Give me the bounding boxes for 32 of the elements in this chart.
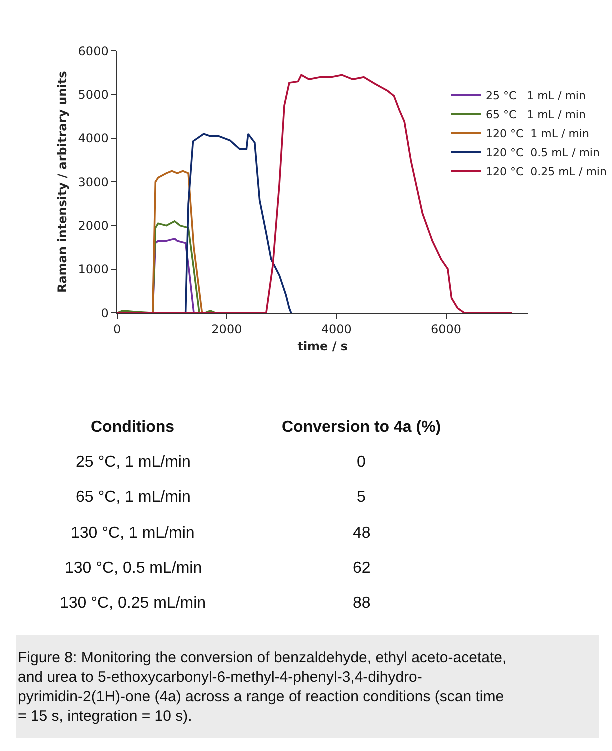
x-tick-label: 6000 <box>431 322 462 337</box>
text: Conditions <box>91 419 175 436</box>
y-axis-title: Raman intensity / arbitrary units <box>56 71 70 294</box>
text: 130 °C, 1 mL/min <box>71 525 195 542</box>
legend-label: 65 °C 1 mL / min <box>486 108 586 122</box>
x-tick-label: 4000 <box>321 322 352 337</box>
y-tick-label: 0 <box>101 306 109 320</box>
text: 62 <box>353 560 371 577</box>
y-tick-label: 2000 <box>78 219 109 234</box>
text: 0 <box>357 454 366 471</box>
x-tick-label: 0 <box>113 322 122 337</box>
legend-label: 120 °C 0.25 mL / min <box>486 165 607 178</box>
y-tick-label: 6000 <box>78 44 109 58</box>
y-tick-label: 3000 <box>78 175 109 190</box>
legend-label: 120 °C 0.5 mL / min <box>486 146 600 160</box>
line-series <box>117 220 217 314</box>
y-tick-label: 4000 <box>78 132 109 146</box>
legend-label: 120 °C 1 mL / min <box>486 127 590 140</box>
legend-label: 25 °C 1 mL / min <box>486 89 586 102</box>
text: Conversion to 4a (%) <box>282 419 442 436</box>
text: 65 °C, 1 mL/min <box>76 489 191 506</box>
text: 88 <box>353 595 371 612</box>
text: 48 <box>353 525 371 542</box>
y-tick-label: 5000 <box>78 88 109 102</box>
x-axis-title: time / s <box>298 339 348 354</box>
text: 25 °C, 1 mL/min <box>76 454 191 471</box>
caption: Figure 8: Monitoring the conversion of benzaldehyde, ethyl aceto-acetate, and urea to 5-ethoxycarbonyl-6-methyl-4-phenyl-3,4-dihydro-pyrimidin-2(1H)-one (4a) across a range of reaction conditions (scan time = 15 s, integration = 10 s). <box>18 649 507 725</box>
text: 130 °C, 0.25 mL/min <box>60 595 206 612</box>
text: 130 °C, 0.5 mL/min <box>65 560 202 577</box>
x-tick-label: 2000 <box>212 322 242 337</box>
y-tick-label: 1000 <box>78 262 109 277</box>
text: 5 <box>357 489 366 506</box>
